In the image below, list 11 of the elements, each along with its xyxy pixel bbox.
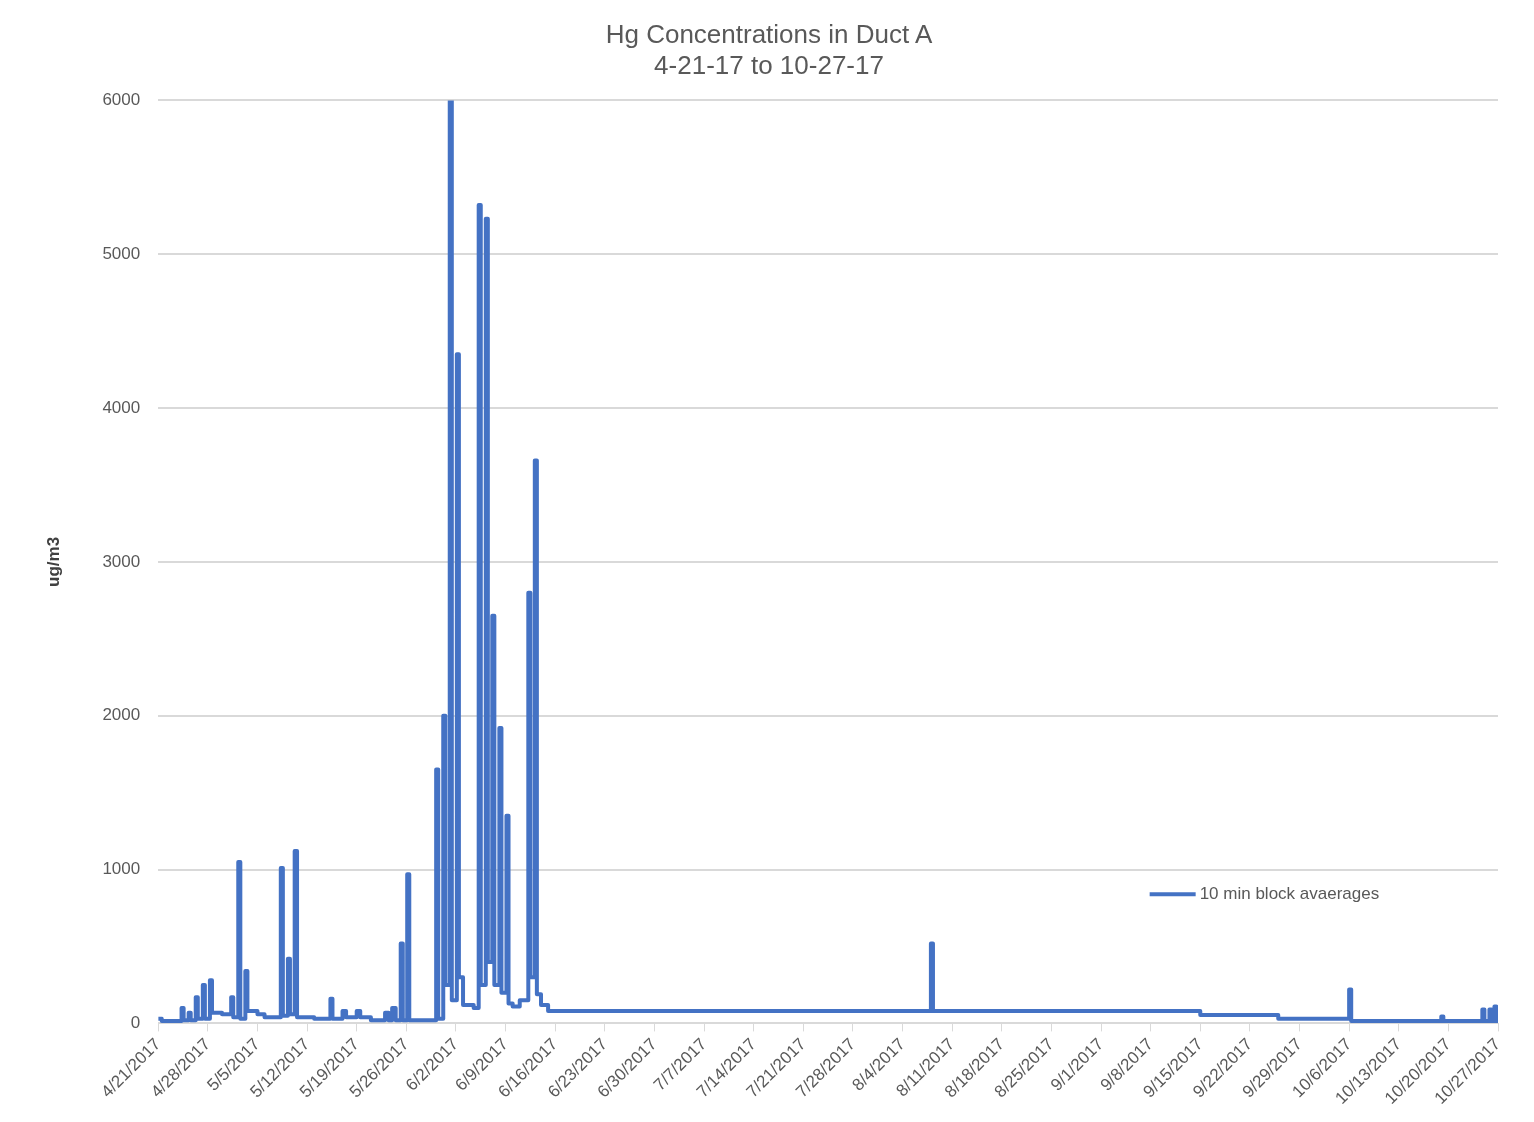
y-tick-label: 2000 (102, 705, 141, 725)
legend-label: 10 min block avaerages (1199, 883, 1380, 903)
y-axis-title: ug/m3 (43, 536, 63, 587)
y-tick-label: 1000 (102, 859, 141, 879)
y-tick-label: 3000 (102, 551, 141, 571)
y-tick-label: 6000 (102, 90, 141, 110)
chart-subtitle: 4-21-17 to 10-27-17 (654, 49, 884, 80)
y-tick-label: 4000 (102, 397, 141, 417)
y-tick-label: 0 (130, 1013, 141, 1033)
chart-title: Hg Concentrations in Duct A (605, 18, 933, 49)
y-tick-label: 5000 (102, 243, 141, 263)
